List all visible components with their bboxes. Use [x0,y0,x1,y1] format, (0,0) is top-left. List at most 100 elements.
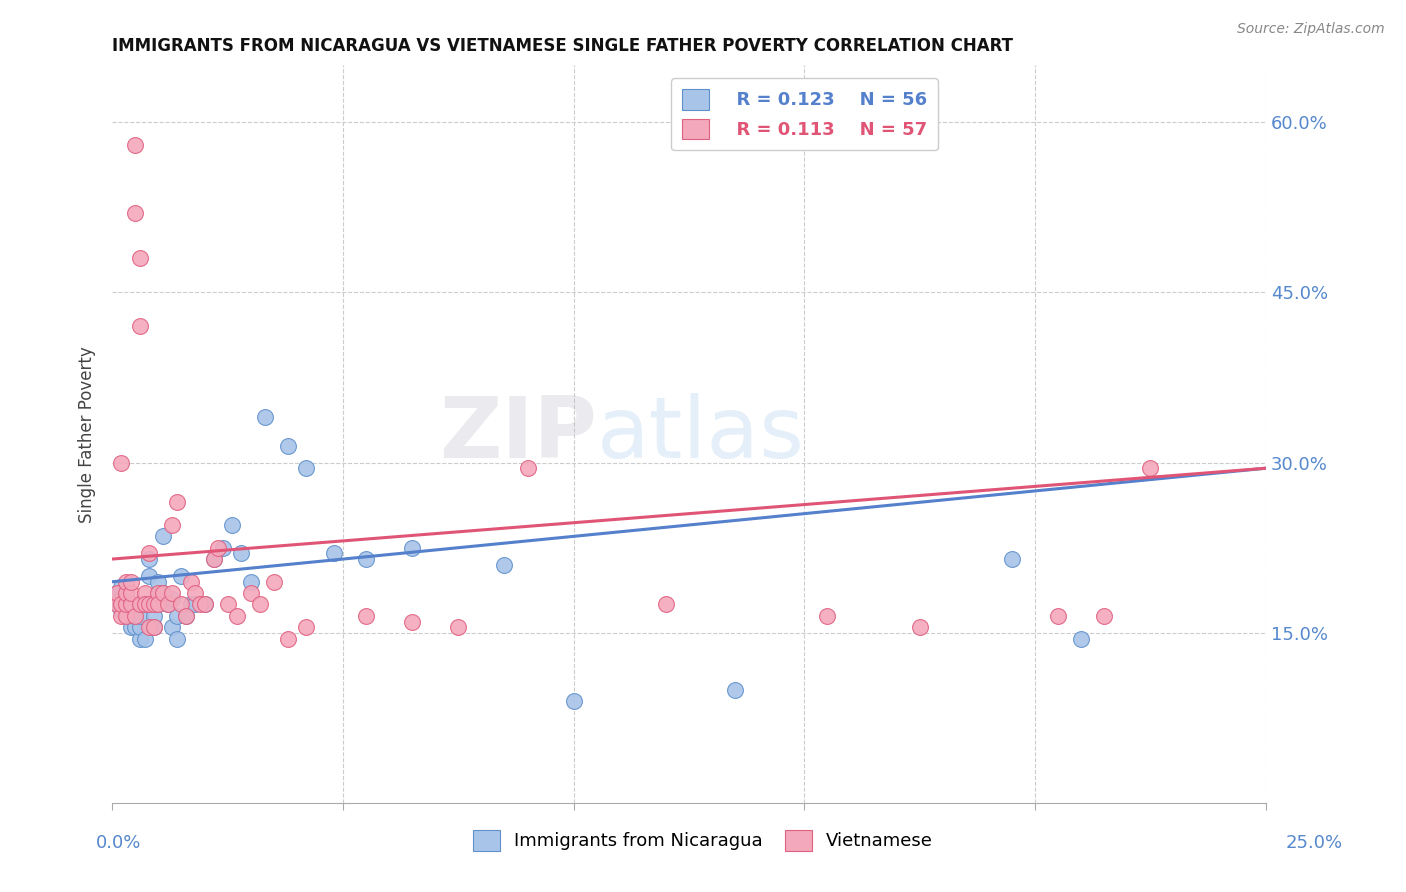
Point [148,574,170,589]
Point [188,598,211,612]
Point [134,632,156,646]
Text: atlas: atlas [596,392,804,475]
Point [516,461,538,475]
Point [129,251,152,265]
Point [115,608,138,623]
Point [160,620,183,634]
Point [231,546,253,560]
Point [184,598,207,612]
Point [115,598,138,612]
Point [202,552,225,566]
Point [105,586,128,600]
Point [115,574,138,589]
Point [494,558,516,572]
Point [160,586,183,600]
Point [115,581,138,595]
Point [148,586,170,600]
Point [170,598,193,612]
Point [115,598,138,612]
Point [124,206,146,220]
Point [166,608,188,623]
Point [120,586,142,600]
Point [142,608,165,623]
Point [138,620,160,634]
Point [142,620,165,634]
Point [110,591,132,606]
Point [354,552,377,566]
Y-axis label: Single Father Poverty: Single Father Poverty [79,346,96,523]
Point [322,546,344,560]
Point [401,541,423,555]
Point [115,586,138,600]
Point [184,586,207,600]
Point [160,591,183,606]
Point [134,598,156,612]
Point [134,586,156,600]
Point [193,598,215,612]
Point [129,620,152,634]
Text: ZIP: ZIP [439,392,596,475]
Point [120,598,142,612]
Point [401,615,423,629]
Point [152,586,174,600]
Point [110,456,132,470]
Point [239,574,262,589]
Point [105,598,128,612]
Point [134,598,156,612]
Point [180,598,202,612]
Point [138,569,160,583]
Point [207,541,229,555]
Point [110,598,132,612]
Text: Source: ZipAtlas.com: Source: ZipAtlas.com [1237,22,1385,37]
Point [295,461,318,475]
Point [1001,552,1024,566]
Point [110,608,132,623]
Point [180,574,202,589]
Point [156,598,179,612]
Point [124,620,146,634]
Point [447,620,470,634]
Point [115,608,138,623]
Point [655,598,678,612]
Point [120,574,142,589]
Point [1047,608,1070,623]
Point [138,546,160,560]
Point [124,608,146,623]
Point [129,598,152,612]
Point [148,598,170,612]
Point [160,518,183,533]
Point [174,608,197,623]
Point [908,620,931,634]
Point [110,603,132,617]
Point [217,598,239,612]
Text: 25.0%: 25.0% [1285,834,1343,852]
Point [129,608,152,623]
Point [142,620,165,634]
Point [152,586,174,600]
Point [148,586,170,600]
Point [174,608,197,623]
Text: IMMIGRANTS FROM NICARAGUA VS VIETNAMESE SINGLE FATHER POVERTY CORRELATION CHART: IMMIGRANTS FROM NICARAGUA VS VIETNAMESE … [112,37,1014,55]
Point [129,319,152,334]
Point [263,574,285,589]
Point [193,598,215,612]
Point [212,541,235,555]
Point [138,552,160,566]
Point [115,591,138,606]
Point [105,598,128,612]
Point [138,598,160,612]
Point [170,569,193,583]
Point [124,137,146,152]
Point [156,598,179,612]
Point [142,598,165,612]
Point [166,632,188,646]
Point [202,552,225,566]
Point [724,682,747,697]
Point [221,518,243,533]
Point [124,598,146,612]
Point [354,608,377,623]
Point [277,438,299,452]
Point [152,529,174,543]
Point [105,586,128,600]
Point [295,620,318,634]
